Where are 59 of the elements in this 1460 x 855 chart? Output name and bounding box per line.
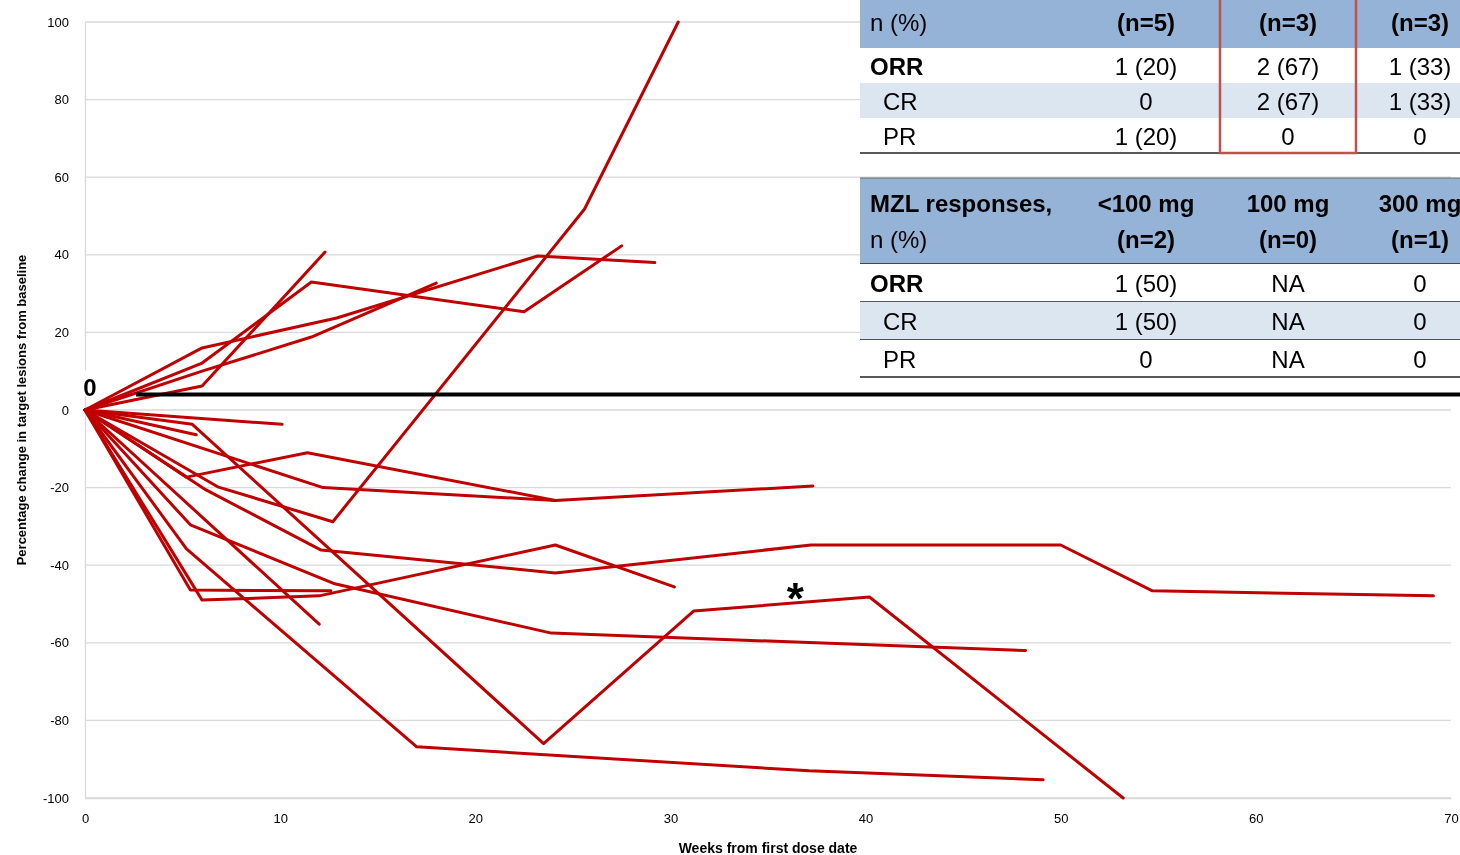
y-tick-label: -60 [50, 635, 69, 651]
annotation: PR [883, 345, 917, 373]
annotation: n (%) [870, 9, 928, 36]
annotation: (n=5) [1116, 9, 1176, 36]
annotation: 1 (20) [1114, 52, 1178, 80]
y-tick-label: 40 [54, 247, 69, 263]
x-axis-title: Weeks from first dose date [678, 840, 858, 855]
annotation: (n=3) [1390, 9, 1450, 36]
annotation: 0 [83, 374, 97, 402]
x-tick-label: 40 [858, 811, 874, 827]
x-tick-label: 10 [273, 811, 288, 827]
annotation: 1 (33) [1388, 87, 1452, 115]
annotation: n (%) [870, 226, 928, 253]
annotation: 1 (20) [1114, 122, 1178, 150]
y-tick-label: 100 [47, 14, 69, 30]
annotation: 300 mg [1378, 190, 1460, 217]
annotation: (n=3) [1258, 9, 1318, 36]
annotation: 0 [1413, 122, 1427, 150]
annotation: 0 [1139, 87, 1153, 115]
annotation: 0 [1413, 270, 1427, 297]
y-tick-label: -20 [50, 480, 69, 496]
annotation: 0 [1413, 308, 1427, 335]
annotation: ORR [870, 52, 924, 80]
annotation: 0 [1139, 345, 1153, 373]
y-tick-label: -100 [42, 790, 69, 806]
x-tick-label: 0 [81, 811, 90, 827]
y-tick-label: 0 [61, 402, 69, 418]
annotation: NA [1271, 345, 1305, 373]
annotation: NA [1271, 270, 1305, 297]
annotation: (n=1) [1390, 226, 1450, 253]
annotation: * [786, 574, 805, 624]
y-axis-title: Percentage change in target lesions from baseline [14, 254, 29, 566]
annotation: <100 mg [1097, 190, 1195, 217]
x-tick-label: 70 [1444, 811, 1459, 827]
y-tick-label: 80 [54, 92, 69, 108]
annotation: PR [883, 122, 917, 150]
annotation: 1 (50) [1114, 270, 1178, 297]
annotation: (n=0) [1258, 226, 1318, 253]
y-tick-label: 20 [54, 325, 69, 341]
annotation: 100 mg [1246, 190, 1330, 217]
x-tick-label: 50 [1053, 811, 1069, 827]
annotation: 2 (67) [1256, 52, 1320, 80]
y-tick-label: 60 [54, 169, 69, 185]
annotation: NA [1271, 308, 1305, 335]
annotation: 1 (50) [1114, 308, 1178, 335]
x-tick-label: 20 [468, 811, 484, 827]
annotation: 2 (67) [1256, 87, 1320, 115]
annotation: CR [883, 308, 918, 335]
y-tick-label: -80 [50, 713, 69, 729]
y-tick-label: -40 [50, 557, 69, 573]
annotation: (n=2) [1116, 226, 1176, 253]
x-tick-label: 30 [663, 811, 679, 827]
annotation: ORR [870, 270, 924, 297]
annotation: CR [883, 87, 918, 115]
annotation: MZL responses, [870, 190, 1053, 217]
annotation: 0 [1281, 122, 1295, 150]
annotation: 0 [1413, 345, 1427, 373]
annotation: 1 (33) [1388, 52, 1452, 80]
x-tick-label: 60 [1249, 811, 1264, 827]
